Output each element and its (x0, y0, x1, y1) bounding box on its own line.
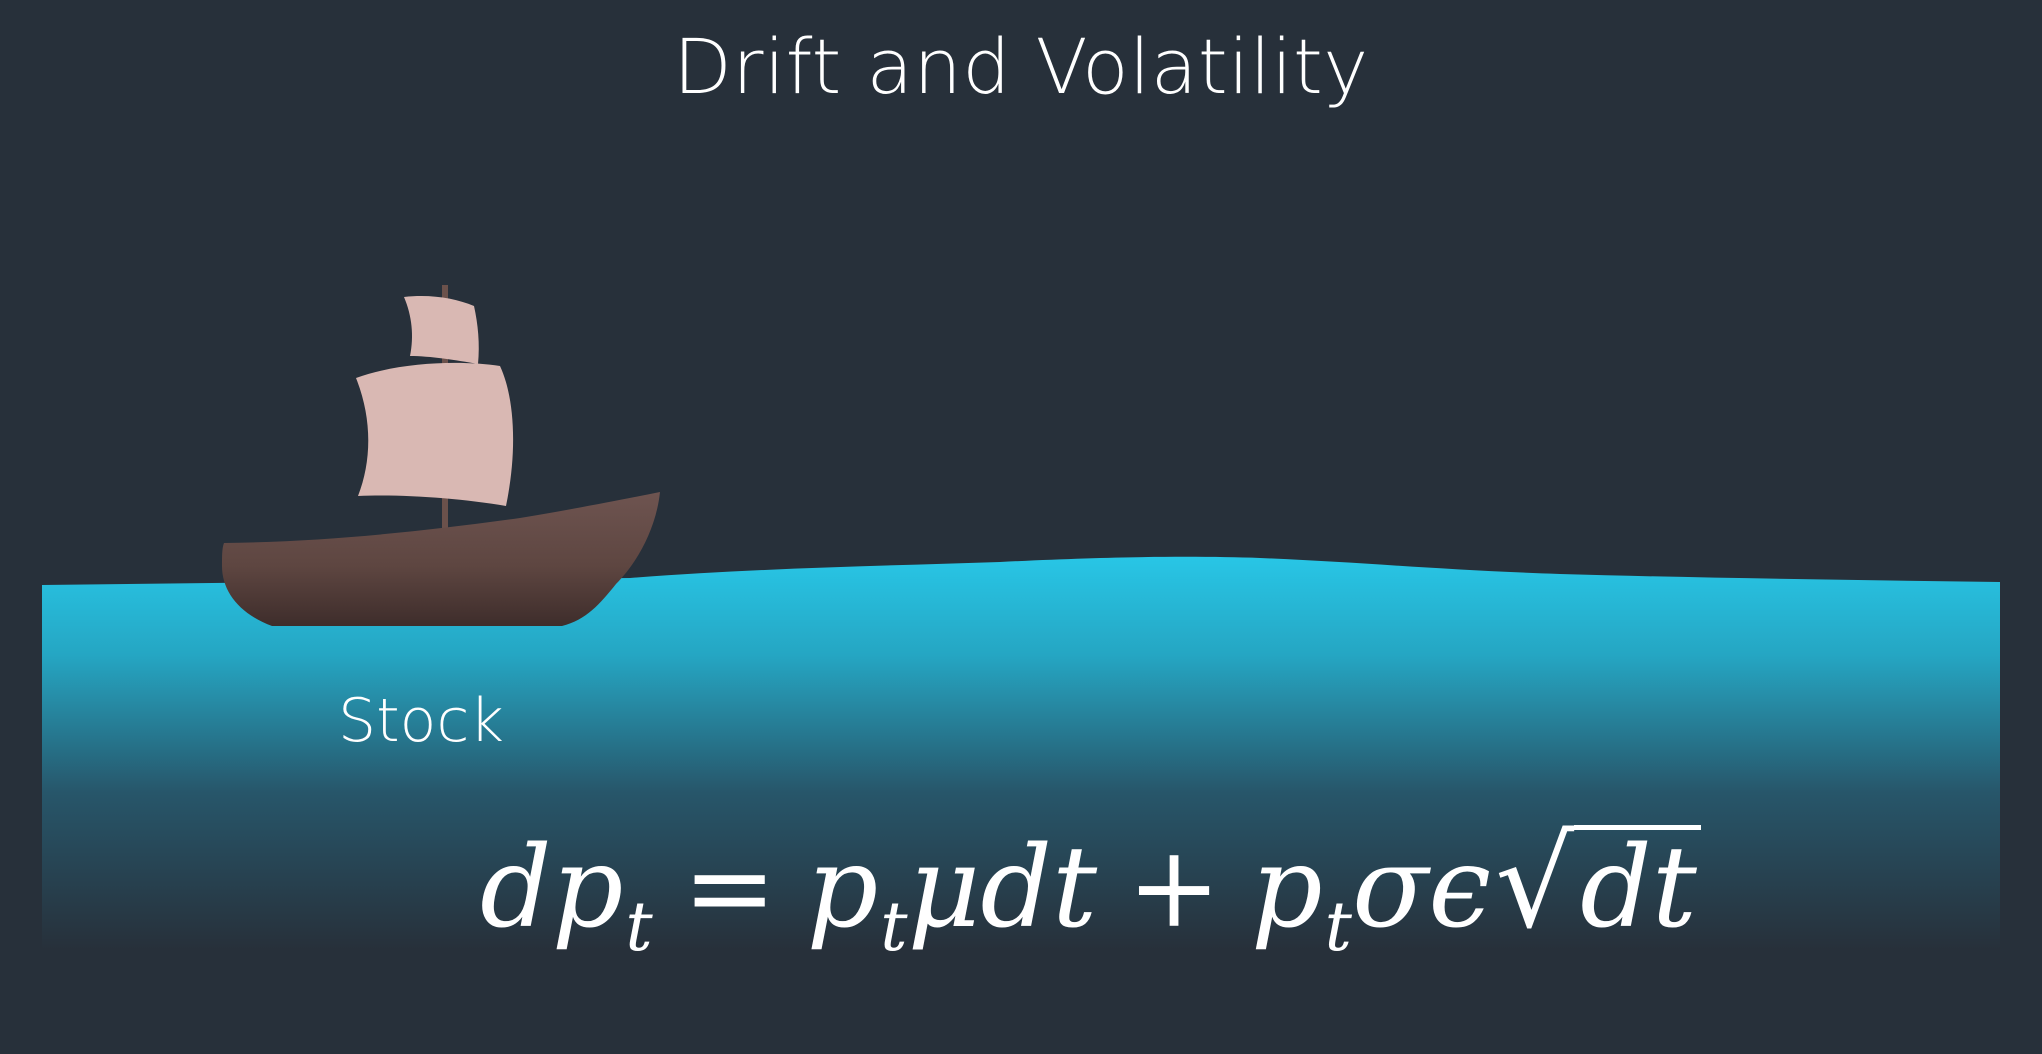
equation-equals: = (682, 823, 777, 953)
water (42, 556, 2000, 950)
equation-lhs-subscript: t (625, 888, 653, 967)
equation-lhs: dp (480, 823, 624, 953)
page-title: Drift and Volatility (673, 22, 1369, 111)
equation-plus: + (1127, 823, 1221, 953)
equation-term2-rest: σϵ (1351, 823, 1492, 953)
equation-term2-p: p (1250, 823, 1323, 953)
ship-main-sail (356, 362, 514, 506)
equation-term2-subscript: t (1324, 888, 1352, 967)
ship (222, 285, 660, 626)
sqrt-symbol: √ (1495, 812, 1575, 956)
ship-top-sail (404, 296, 479, 364)
equation-term1-rest: μdt (907, 823, 1098, 953)
stock-label: Stock (338, 686, 505, 756)
equation: dp t = p t μdt + p t σϵ √ dt (480, 812, 1701, 972)
equation-term1-p: p (806, 823, 879, 953)
ship-hull (222, 492, 660, 626)
sqrt-argument: dt (1574, 825, 1701, 948)
equation-term1-subscript: t (880, 888, 908, 967)
